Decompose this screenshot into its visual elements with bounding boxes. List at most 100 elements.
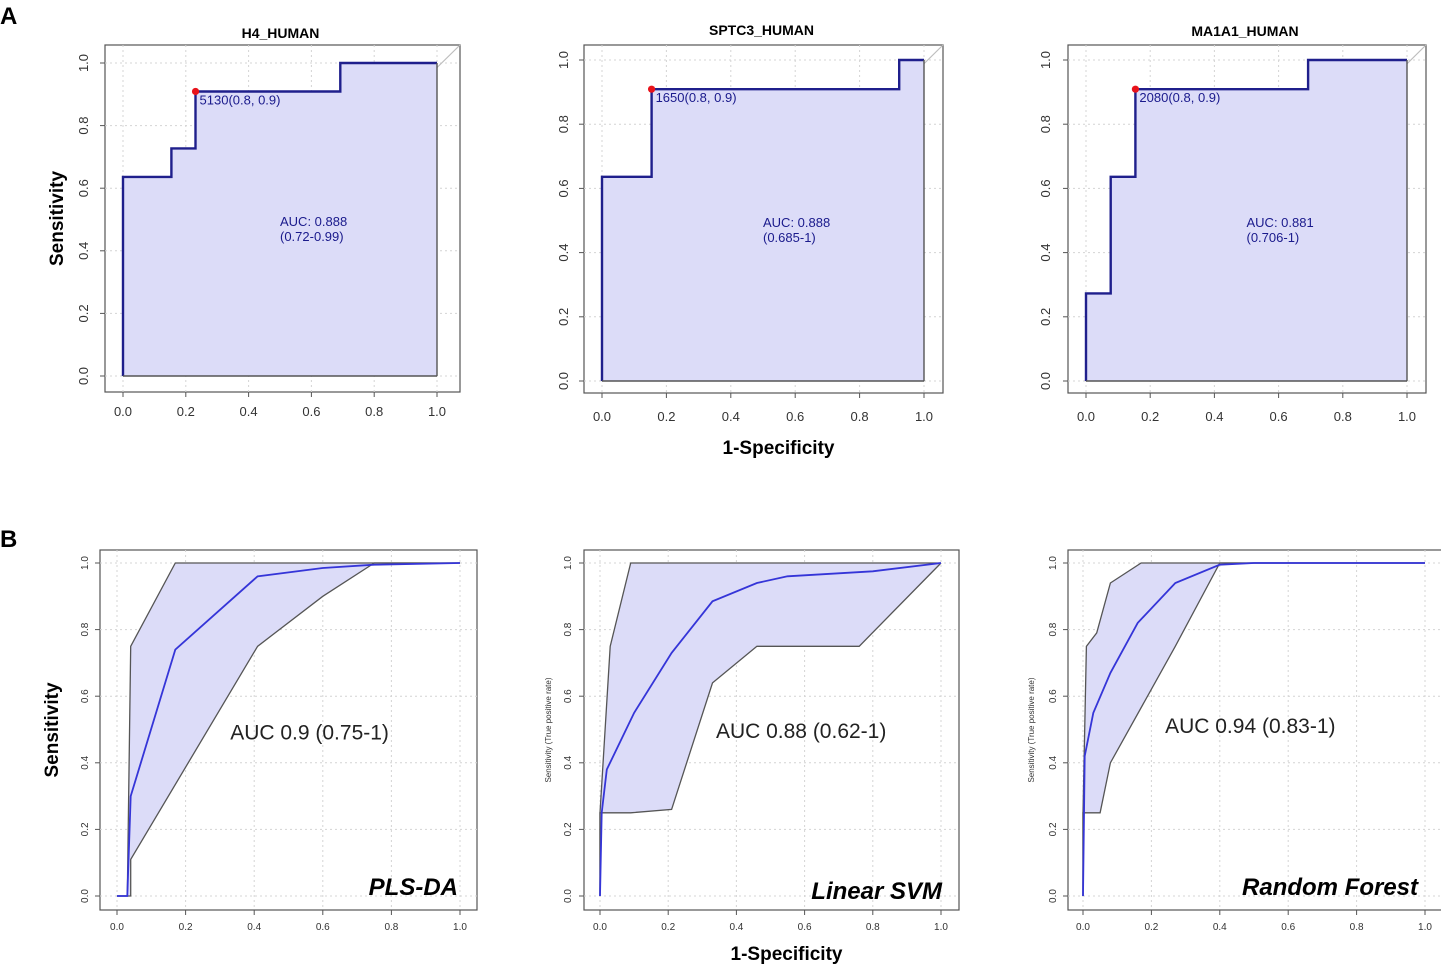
x-tick-label: 0.8 <box>866 922 880 933</box>
roc-curve <box>117 562 461 897</box>
x-tick-label: 0.6 <box>798 922 812 933</box>
y-tick-label: 1.0 <box>80 556 91 570</box>
x-tick-label: 0.0 <box>1076 922 1090 933</box>
threshold-label: 1650(0.8, 0.9) <box>656 90 737 105</box>
chart-2: 1650(0.8, 0.9) AUC: 0.888(0.685-1) SPTC3_H… <box>556 22 944 459</box>
x-tick-label: 0.2 <box>657 409 675 424</box>
method-label: Linear SVM <box>811 878 943 905</box>
roc-curve <box>121 61 437 376</box>
auc-label: AUC: 0.888 <box>280 214 347 229</box>
y-tick-label: 0.0 <box>563 889 574 903</box>
x-axis-label: 1-Specificity <box>731 944 843 965</box>
y-tick-label: 1.0 <box>556 51 571 69</box>
x-tick-label: 0.8 <box>365 404 383 419</box>
auc-label: AUC: 0.881 <box>1247 215 1314 230</box>
threshold-label: 2080(0.8, 0.9) <box>1139 90 1220 105</box>
x-tick-label: 1.0 <box>1418 922 1432 933</box>
confidence-lower-bound <box>117 562 460 897</box>
threshold-label: 5130(0.8, 0.9) <box>200 92 281 107</box>
threshold-point <box>647 85 656 93</box>
y-tick-label: 0.2 <box>76 304 91 322</box>
y-axis-label: Sensitivity <box>42 682 63 777</box>
x-tick-label: 0.6 <box>1281 922 1295 933</box>
chart-4: AUC 0.9 (0.75-1) PLS-DA 0.0 0.2 0.4 0.6 0.8 1.0… <box>42 549 478 933</box>
x-axis-label: 1-Specificity <box>723 438 835 459</box>
y-tick-label: 0.2 <box>556 308 571 326</box>
chart-1: 5130(0.8, 0.9) AUC: 0.888(0.72-0.99) H4_HU… <box>47 25 461 419</box>
roc-curve <box>1082 562 1425 897</box>
confidence-lower-bound <box>1082 562 1425 896</box>
auc-area <box>1086 60 1407 381</box>
y-axis-label: Sensitivity (True positive rate) <box>544 677 553 782</box>
plot-frame <box>104 44 461 393</box>
plot-frame <box>583 44 944 394</box>
threshold-point <box>1131 85 1140 93</box>
x-tick-label: 1.0 <box>1398 409 1416 424</box>
chart-title: H4_HUMAN <box>242 25 320 41</box>
x-tick-label: 0.2 <box>1141 409 1159 424</box>
plot-frame <box>99 549 478 911</box>
x-tick-label: 0.0 <box>593 409 611 424</box>
x-tick-label: 1.0 <box>934 922 948 933</box>
x-tick-label: 0.2 <box>661 922 675 933</box>
y-tick-label: 0.2 <box>1038 308 1053 326</box>
y-tick-label: 0.8 <box>1038 115 1053 133</box>
confidence-band <box>117 563 460 896</box>
y-tick-label: 0.2 <box>80 822 91 836</box>
y-tick-label: 0.4 <box>76 242 91 260</box>
x-tick-label: 0.2 <box>177 404 195 419</box>
y-axis-label: Sensitivity (True positive rate) <box>1027 677 1036 782</box>
x-tick-label: 0.4 <box>247 922 261 933</box>
auc-area <box>123 63 437 376</box>
y-tick-label: 0.0 <box>1038 372 1053 390</box>
auc-ci-label: (0.685-1) <box>763 230 816 245</box>
confidence-band <box>1083 563 1425 896</box>
x-tick-label: 0.6 <box>316 922 330 933</box>
chart-3: 2080(0.8, 0.9) AUC: 0.881(0.706-1) MA1A1_H… <box>1038 23 1427 424</box>
x-tick-label: 0.8 <box>1334 409 1352 424</box>
panel-letter-b: B <box>0 526 17 553</box>
chart-5: AUC 0.88 (0.62-1) Linear SVM 0.0 0.2 0.4 0.6 0… <box>544 549 960 965</box>
x-tick-label: 0.6 <box>1270 409 1288 424</box>
roc-curve <box>599 562 942 897</box>
y-tick-label: 0.8 <box>563 622 574 636</box>
y-tick-label: 0.4 <box>563 755 574 769</box>
confidence-lower-bound <box>599 562 942 896</box>
x-tick-label: 0.6 <box>786 409 804 424</box>
y-tick-label: 0.8 <box>556 115 571 133</box>
y-tick-label: 0.2 <box>1048 822 1059 836</box>
auc-area <box>602 60 924 381</box>
y-tick-label: 0.6 <box>556 179 571 197</box>
x-tick-label: 0.2 <box>1144 922 1158 933</box>
plot-frame <box>1067 44 1427 394</box>
x-tick-label: 0.8 <box>1350 922 1364 933</box>
auc-label: AUC: 0.888 <box>763 215 830 230</box>
x-tick-label: 0.2 <box>179 922 193 933</box>
x-tick-label: 0.6 <box>302 404 320 419</box>
threshold-point <box>191 87 200 96</box>
y-tick-label: 1.0 <box>1038 51 1053 69</box>
charts-container: 5130(0.8, 0.9)AUC: 0.888(0.72-0.99)H4_HU… <box>42 22 1441 965</box>
chart-6: AUC 0.94 (0.83-1) Random Forest 0.0 0.2 0.4 0… <box>1027 549 1441 933</box>
y-tick-label: 0.2 <box>563 822 574 836</box>
method-label: Random Forest <box>1242 874 1419 901</box>
y-tick-label: 0.4 <box>80 755 91 769</box>
x-tick-label: 0.4 <box>240 404 258 419</box>
y-tick-label: 0.8 <box>1048 622 1059 636</box>
roc-curve <box>1084 58 1407 381</box>
x-tick-label: 0.0 <box>114 404 132 419</box>
y-tick-label: 0.0 <box>1048 889 1059 903</box>
y-tick-label: 0.6 <box>76 179 91 197</box>
y-tick-label: 0.4 <box>556 244 571 262</box>
y-tick-label: 0.8 <box>76 117 91 135</box>
plot-frame <box>583 549 960 911</box>
y-tick-label: 0.4 <box>1038 244 1053 262</box>
auc-label: AUC 0.88 (0.62-1) <box>716 720 886 743</box>
y-tick-label: 0.4 <box>1048 755 1059 769</box>
x-tick-label: 0.4 <box>1205 409 1223 424</box>
x-tick-label: 0.8 <box>851 409 869 424</box>
chart-title: SPTC3_HUMAN <box>709 22 814 38</box>
x-tick-label: 0.0 <box>593 922 607 933</box>
y-tick-label: 0.0 <box>76 367 91 385</box>
